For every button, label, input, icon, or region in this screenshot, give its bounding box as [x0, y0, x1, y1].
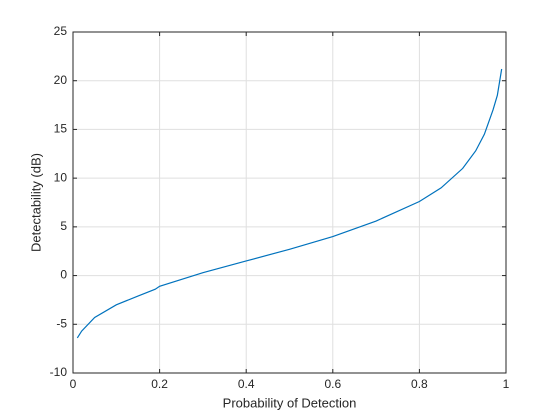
y-tick-label: 0 [60, 268, 67, 282]
x-tick-label: 0.6 [324, 377, 341, 391]
y-tick-label: -5 [56, 316, 67, 330]
y-tick-label: 25 [54, 24, 68, 38]
x-axis-label: Probability of Detection [223, 395, 357, 410]
y-tick-label: 20 [54, 73, 68, 87]
plot-frame [72, 31, 507, 374]
data-line [76, 68, 503, 339]
tick-layer: 0 0.2 0.4 0.6 0.8 1 -10 -5 0 5 10 15 20 25 [50, 24, 510, 391]
y-tick-label: 10 [54, 170, 68, 184]
y-tick-label: 5 [60, 219, 67, 233]
y-axis-label: Detectability (dB) [28, 153, 43, 252]
y-tick-label: -10 [50, 365, 68, 379]
x-tick-label: 1 [503, 377, 510, 391]
y-tick-label: 15 [54, 122, 68, 136]
x-tick-label: 0 [70, 377, 77, 391]
x-tick-label: 0.2 [151, 377, 168, 391]
x-tick-label: 0.4 [238, 377, 255, 391]
x-tick-label: 0.8 [411, 377, 428, 391]
data-layer [76, 68, 503, 339]
